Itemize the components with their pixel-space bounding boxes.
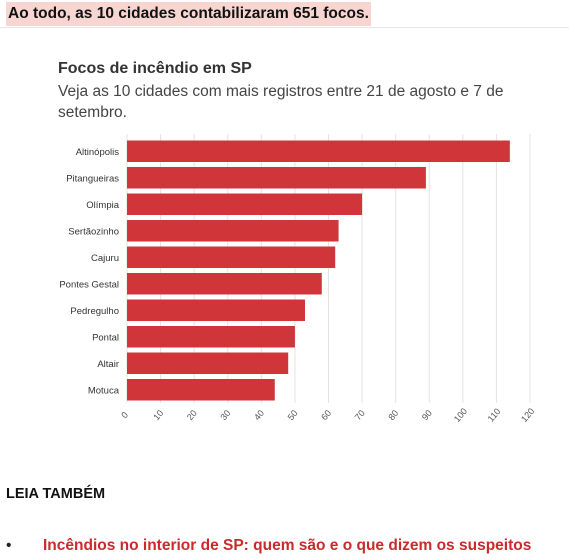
related-item: • Incêndios no interior de SP: quem são e… [6,535,531,557]
bar [127,352,289,374]
x-tick-label: 90 [420,408,434,422]
bar [127,379,275,401]
bar [127,140,510,162]
bars [127,140,510,401]
bar [127,220,339,242]
x-tick-label: 30 [218,408,232,422]
x-tick-label: 60 [319,408,333,422]
category-label: Altair [97,359,119,370]
bar [127,326,295,348]
x-axis-ticks: 0 10 20 30 40 50 60 70 80 90 100 110 120 [119,406,536,424]
bar [127,246,336,268]
category-label: Cajuru [91,253,119,264]
category-label: Pontes Gestal [59,279,119,290]
x-tick-label: 110 [486,406,503,423]
category-label: Pedregulho [70,306,119,317]
category-label: Pontal [92,332,119,343]
category-labels: Altinópolis Pitangueiras Olímpia Sertãozinh… [59,147,119,397]
bar-chart: Altinópolis Pitangueiras Olímpia Sertãozinh… [59,134,536,424]
x-tick-label: 70 [353,408,367,422]
headline: Ao todo, as 10 cidades contabilizaram 65… [6,2,371,26]
related-article-link[interactable]: Incêndios no interior de SP: quem são e … [43,537,532,554]
x-tick-label: 10 [151,408,165,422]
category-label: Pitangueiras [66,173,119,184]
bullet: • [6,537,12,554]
divider [0,27,569,28]
x-tick-label: 50 [286,408,300,422]
category-label: Motuca [88,385,120,396]
bar [127,167,426,189]
section-title: LEIA TAMBÉM [6,486,106,502]
bar [127,193,363,215]
x-tick-label: 100 [452,406,469,424]
x-tick-label: 20 [185,408,199,422]
chart-title: Focos de incêndio em SP [58,60,252,77]
category-label: Olímpia [86,200,119,211]
category-label: Sertãozinho [68,226,119,237]
chart-subtitle: Veja as 10 cidades com mais registros en… [58,83,504,121]
x-tick-label: 80 [386,408,400,422]
x-tick-label: 0 [119,410,130,420]
bar [127,273,322,295]
bar [127,299,305,321]
x-tick-label: 120 [519,406,536,424]
category-label: Altinópolis [76,147,120,158]
x-tick-label: 40 [252,408,266,422]
